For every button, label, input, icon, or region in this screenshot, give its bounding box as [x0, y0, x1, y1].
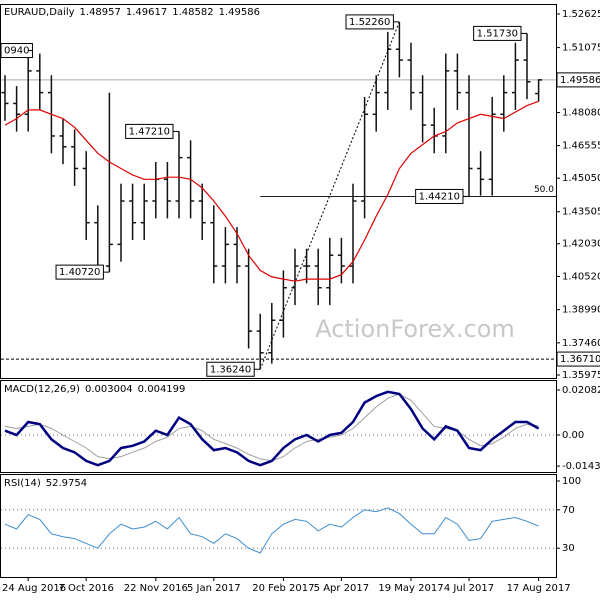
annotation: 1.51730	[477, 28, 518, 39]
header-item: 1.48957	[80, 7, 121, 18]
y-tick-label: 0.020827	[562, 385, 600, 396]
panel-header: EURAUD,Daily 1.48957 1.49617 1.48582 1.49586	[4, 7, 260, 18]
support-price: 1.36710	[560, 354, 600, 365]
y-tick-label: 1.46555	[562, 141, 600, 152]
header-item: 1.48582	[172, 7, 213, 18]
y-tick-label: 1.48080	[562, 108, 600, 119]
header-item: 1.49617	[126, 7, 167, 18]
x-tick-label: 5 Jan 2017	[187, 583, 241, 594]
rsi-line	[4, 507, 539, 554]
rsi-panel	[0, 474, 557, 578]
x-tick-label: 4 Jul 2017	[444, 583, 494, 594]
panel-header: MACD(12,26,9) 0.003004 0.004199	[4, 384, 185, 395]
panel-header: RSI(14) 52.9754	[4, 478, 87, 489]
fib-label: 50.0	[534, 185, 554, 195]
header-item: 0.003004	[85, 384, 133, 395]
header-item: 1.49586	[219, 7, 260, 18]
y-tick-label: 100	[562, 476, 581, 487]
moving-average	[4, 100, 539, 282]
y-tick-label: 1.35975	[562, 370, 600, 381]
y-tick-label: 0.00	[562, 430, 584, 441]
x-tick-label: 24 Aug 2016	[2, 583, 66, 594]
y-tick-label: 1.37460	[562, 338, 600, 349]
macd-panel	[0, 380, 557, 473]
y-tick-label: 1.51075	[562, 43, 600, 54]
y-tick-label: 1.38990	[562, 305, 600, 316]
y-tick-label: 1.42030	[562, 239, 600, 250]
header-item: RSI(14)	[4, 478, 41, 489]
macd-line	[4, 390, 540, 467]
y-tick-label: 30	[562, 543, 575, 554]
header-item: EURAUD,Daily	[4, 7, 75, 18]
header-item: MACD(12,26,9)	[4, 384, 80, 395]
current-price-box	[556, 72, 600, 88]
y-tick-label: 1.40520	[562, 271, 600, 282]
watermark: ActionForex.com	[315, 315, 515, 343]
annotation: 1.52260	[349, 17, 390, 28]
support-price-box	[556, 351, 600, 367]
x-tick-label: 19 May 2017	[378, 583, 443, 594]
x-tick-label: 20 Feb 2017	[252, 583, 314, 594]
current-price: 1.49586	[560, 75, 600, 86]
annotation: 1.40720	[59, 267, 100, 278]
annotation: 1.44210	[419, 191, 460, 202]
x-tick-label: 7 Oct 2016	[58, 583, 113, 594]
x-tick-label: 17 Aug 2017	[507, 583, 571, 594]
x-tick-label: 22 Nov 2016	[124, 583, 188, 594]
y-tick-label: 1.52625	[562, 9, 600, 20]
annotation: 1.47210	[129, 126, 170, 137]
header-item: 52.9754	[46, 478, 87, 489]
annotation: 0940	[4, 46, 29, 57]
x-tick-label: 5 Apr 2017	[314, 583, 369, 594]
annotation: 1.36240	[210, 364, 251, 375]
price-panel	[0, 4, 557, 379]
y-tick-label: 70	[562, 505, 575, 516]
y-tick-label: 1.45050	[562, 173, 600, 184]
y-tick-label: -0.014386	[562, 461, 600, 472]
header-item: 0.004199	[138, 384, 186, 395]
y-tick-label: 1.43505	[562, 207, 600, 218]
